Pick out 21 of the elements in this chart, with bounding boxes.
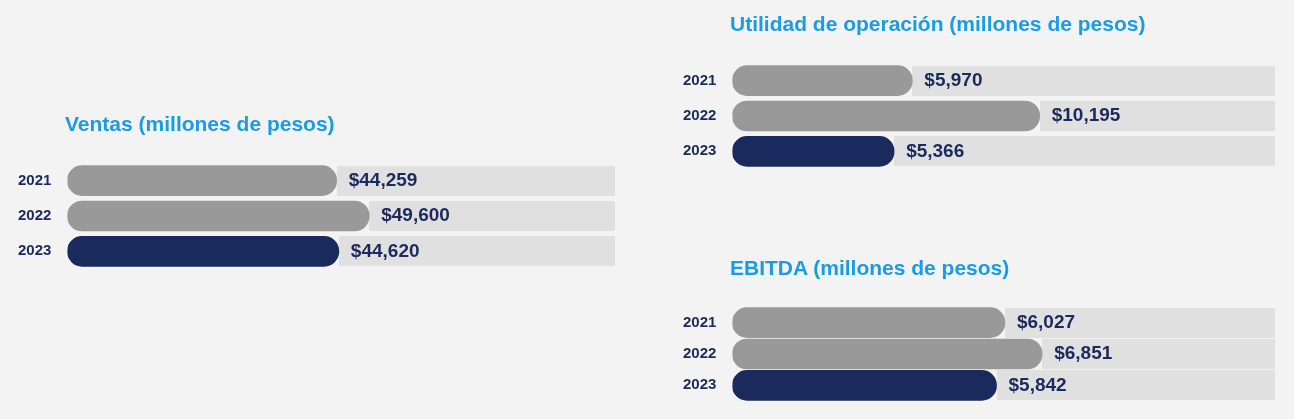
chart-title: Utilidad de operación (millones de pesos) (729, 12, 1147, 37)
chart-title: Ventas (millones de pesos) (64, 112, 336, 137)
y-tick-label: 2022 (17, 206, 52, 224)
y-tick-label: 2023 (682, 375, 717, 393)
data-label: $5,970 (924, 68, 983, 90)
data-label: $10,195 (1051, 104, 1121, 126)
data-label: $6,851 (1054, 342, 1113, 364)
y-tick-label: 2021 (682, 312, 717, 330)
data-label: $5,842 (1008, 373, 1067, 395)
y-tick-label: 2022 (682, 106, 717, 124)
y-tick-label: 2022 (682, 344, 717, 362)
data-label: $44,620 (350, 239, 420, 261)
y-tick-label: 2021 (17, 170, 52, 188)
y-tick-label: 2021 (682, 70, 717, 88)
data-label: $49,600 (381, 204, 450, 226)
chart-title: EBITDA (millones de pesos) (729, 256, 1011, 281)
data-label: $6,027 (1016, 310, 1076, 332)
y-tick-label: 2023 (17, 241, 52, 259)
data-label: $44,259 (348, 168, 418, 190)
data-label: $5,366 (906, 139, 965, 161)
y-tick-label: 2023 (682, 141, 717, 159)
